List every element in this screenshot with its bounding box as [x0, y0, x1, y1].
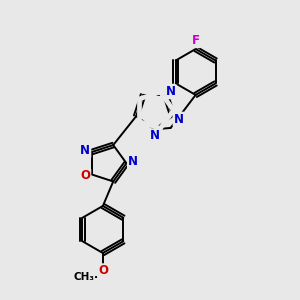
Text: N: N: [80, 144, 90, 157]
Text: O: O: [98, 264, 108, 277]
Text: N: N: [149, 129, 159, 142]
Text: CH₃: CH₃: [73, 272, 94, 282]
Text: O: O: [80, 169, 90, 182]
Text: N: N: [128, 155, 138, 168]
Text: F: F: [192, 34, 200, 47]
Text: N: N: [173, 112, 184, 126]
Text: N: N: [166, 85, 176, 98]
